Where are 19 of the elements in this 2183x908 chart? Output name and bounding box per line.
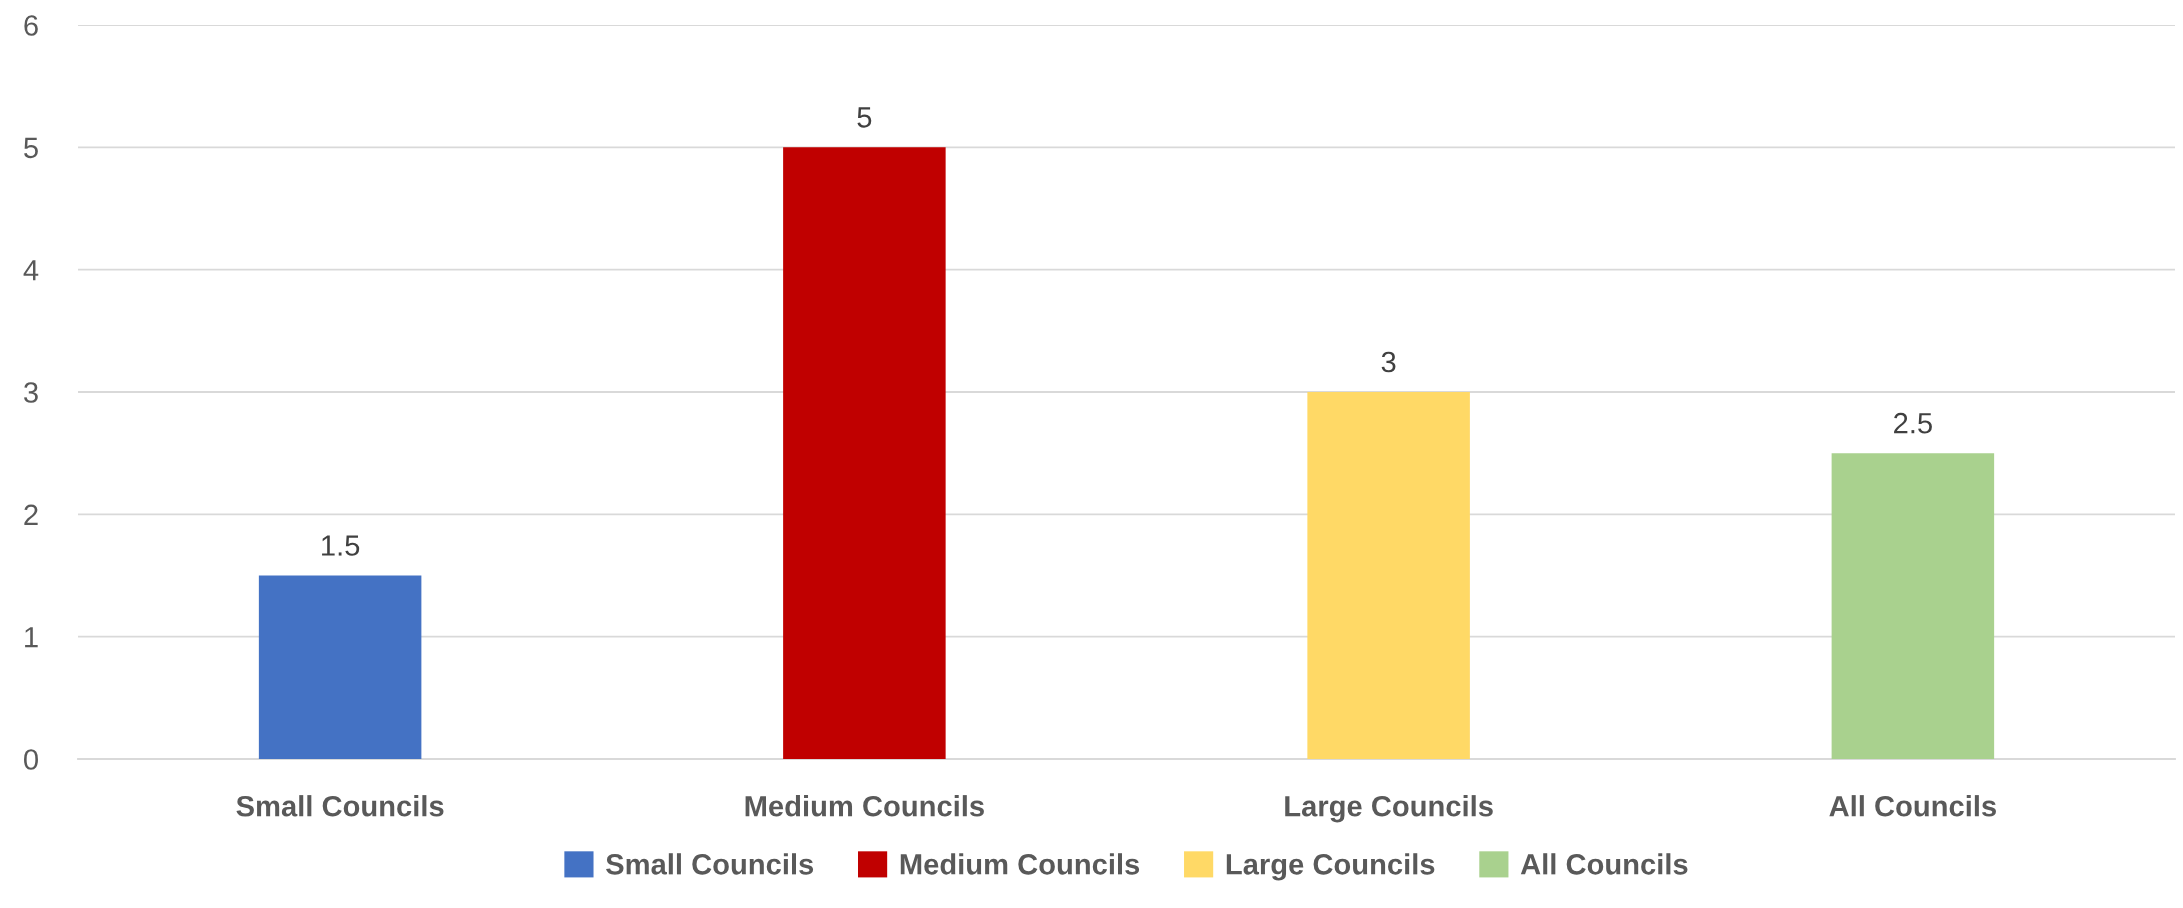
y-tick-label: 2 [24, 504, 38, 525]
x-tick-label: Medium Councils [745, 795, 984, 817]
x-tick-label: Large Councils [1285, 795, 1493, 823]
y-tick-label: 0 [24, 749, 38, 770]
y-tick-label: 5 [24, 137, 38, 159]
legend-label: Small Councils [606, 853, 814, 875]
y-tick-label: 6 [24, 15, 38, 36]
y-tick-label: 3 [24, 382, 38, 403]
legend-label: Large Councils [1226, 853, 1435, 881]
data-label: 1.5 [322, 535, 360, 556]
x-tick-label: All Councils [1829, 795, 1996, 817]
legend-label: Medium Councils [900, 853, 1140, 875]
y-tick-label: 1 [25, 627, 38, 648]
data-label: 2.5 [1894, 412, 1932, 434]
y-tick-label: 4 [23, 260, 39, 281]
data-label: 5 [857, 107, 872, 128]
legend-label: All Councils [1520, 853, 1688, 875]
x-tick-label: Small Councils [236, 795, 444, 817]
data-label: 3 [1381, 351, 1396, 373]
